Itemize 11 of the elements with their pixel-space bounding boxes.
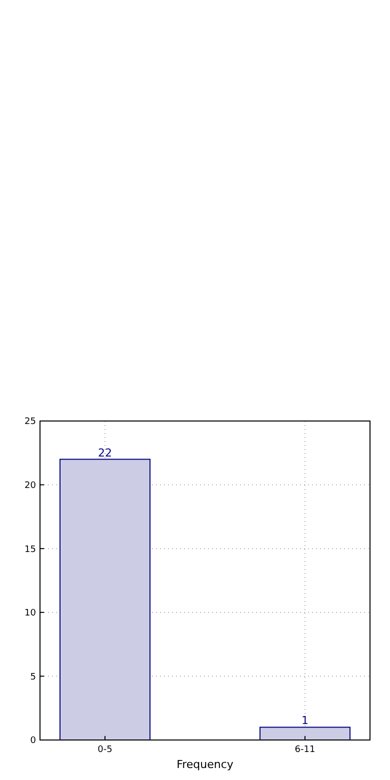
x-axis-title: Frequency xyxy=(176,758,234,771)
y-tick-label: 10 xyxy=(24,608,36,619)
x-tick-label: 6-11 xyxy=(294,745,316,755)
y-tick-label: 0 xyxy=(30,736,36,746)
data-label: 22 xyxy=(98,446,112,460)
y-tick-label: 15 xyxy=(24,544,36,555)
y-tick-label: 25 xyxy=(24,417,36,428)
y-tick-label: 5 xyxy=(30,672,36,682)
y-tick-label: 20 xyxy=(24,480,36,491)
x-tick-label: 0-5 xyxy=(98,745,112,755)
data-label: 1 xyxy=(302,714,308,728)
